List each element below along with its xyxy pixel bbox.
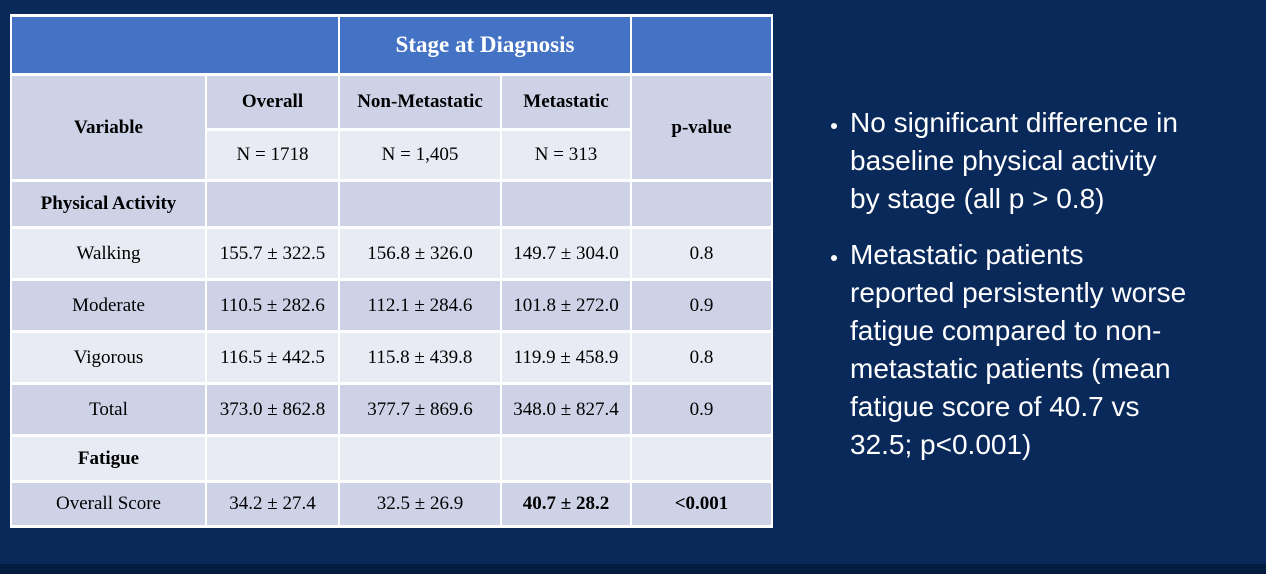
blank-header-cell xyxy=(10,14,340,76)
bullet-item: Metastatic patients reported persistentl… xyxy=(850,236,1264,464)
bottom-edge-strip xyxy=(0,564,1266,574)
table-cell: 348.0 ± 827.4 xyxy=(500,382,632,437)
fatigue-section-label: Fatigue xyxy=(10,434,207,483)
p-value-cell: 0.9 xyxy=(630,278,773,333)
table-row-total: Total 373.0 ± 862.8 377.7 ± 869.6 348.0 … xyxy=(10,382,773,437)
bullet-item: No significant difference in baseline ph… xyxy=(850,104,1264,218)
p-value-cell-significant: <0.001 xyxy=(630,480,773,528)
bullet-line: reported persistently worse xyxy=(850,277,1187,308)
table-row-moderate: Moderate 110.5 ± 282.6 112.1 ± 284.6 101… xyxy=(10,278,773,333)
table-cell: 116.5 ± 442.5 xyxy=(205,330,340,385)
row-label: Vigorous xyxy=(10,330,207,385)
empty-cell xyxy=(500,179,632,229)
table-cell: 32.5 ± 26.9 xyxy=(338,480,502,528)
overall-n-cell: N = 1718 xyxy=(205,128,340,182)
empty-cell xyxy=(338,434,502,483)
table-row-walking: Walking 155.7 ± 322.5 156.8 ± 326.0 149.… xyxy=(10,226,773,281)
table-row-vigorous: Vigorous 116.5 ± 442.5 115.8 ± 439.8 119… xyxy=(10,330,773,385)
empty-cell xyxy=(205,434,340,483)
table-cell: 149.7 ± 304.0 xyxy=(500,226,632,281)
p-value-cell: 0.8 xyxy=(630,330,773,385)
bullet-line: 32.5; p<0.001) xyxy=(850,429,1032,460)
bullet-line: Metastatic patients xyxy=(850,239,1084,270)
row-label: Overall Score xyxy=(10,480,207,528)
table-cell: 101.8 ± 272.0 xyxy=(500,278,632,333)
non-metastatic-n-cell: N = 1,405 xyxy=(338,128,502,182)
bullet-line: No significant difference in xyxy=(850,107,1178,138)
bullet-line: by stage (all p > 0.8) xyxy=(850,183,1105,214)
p-value-cell: 0.8 xyxy=(630,226,773,281)
physical-activity-section-label: Physical Activity xyxy=(10,179,207,229)
table-cell: 377.7 ± 869.6 xyxy=(338,382,502,437)
bullet-line: fatigue compared to non- xyxy=(850,315,1162,346)
table-cell: 119.9 ± 458.9 xyxy=(500,330,632,385)
bullet-line: fatigue score of 40.7 vs xyxy=(850,391,1140,422)
table-row: Variable Overall Non-Metastatic Metastat… xyxy=(10,73,773,182)
p-value-cell: 0.9 xyxy=(630,382,773,437)
bullet-line: metastatic patients (mean xyxy=(850,353,1171,384)
metastatic-column-header: Metastatic xyxy=(500,73,632,131)
table-cell: 155.7 ± 322.5 xyxy=(205,226,340,281)
variable-column-header: Variable xyxy=(10,73,207,182)
table-row-overall-score: Overall Score 34.2 ± 27.4 32.5 ± 26.9 40… xyxy=(10,480,773,528)
metastatic-n-cell: N = 313 xyxy=(500,128,632,182)
empty-cell xyxy=(630,179,773,229)
table-row-section-physical-activity: Physical Activity xyxy=(10,179,773,229)
empty-cell xyxy=(500,434,632,483)
table-cell: 110.5 ± 282.6 xyxy=(205,278,340,333)
table-cell-significant: 40.7 ± 28.2 xyxy=(500,480,632,528)
row-label: Moderate xyxy=(10,278,207,333)
overall-column-header: Overall xyxy=(205,73,340,131)
table-cell: 34.2 ± 27.4 xyxy=(205,480,340,528)
key-points: No significant difference in baseline ph… xyxy=(814,104,1264,482)
stage-at-diagnosis-table: Stage at Diagnosis Variable Overall Non-… xyxy=(10,14,773,528)
row-label: Walking xyxy=(10,226,207,281)
stage-at-diagnosis-header: Stage at Diagnosis xyxy=(338,14,632,76)
p-value-column-header: p-value xyxy=(630,73,773,182)
empty-cell xyxy=(338,179,502,229)
table-row: N = 1718 N = 1,405 N = 313 xyxy=(11,128,772,182)
empty-cell xyxy=(630,434,773,483)
key-points-list: No significant difference in baseline ph… xyxy=(814,104,1264,464)
table-cell: 115.8 ± 439.8 xyxy=(338,330,502,385)
table-row: Stage at Diagnosis xyxy=(10,14,773,76)
table-row-section-fatigue: Fatigue xyxy=(10,434,773,483)
table-cell: 156.8 ± 326.0 xyxy=(338,226,502,281)
bullet-line: baseline physical activity xyxy=(850,145,1157,176)
row-label: Total xyxy=(10,382,207,437)
empty-cell xyxy=(205,179,340,229)
table-cell: 112.1 ± 284.6 xyxy=(338,278,502,333)
non-metastatic-column-header: Non-Metastatic xyxy=(338,73,502,131)
table-cell: 373.0 ± 862.8 xyxy=(205,382,340,437)
blank-header-cell xyxy=(630,14,773,76)
